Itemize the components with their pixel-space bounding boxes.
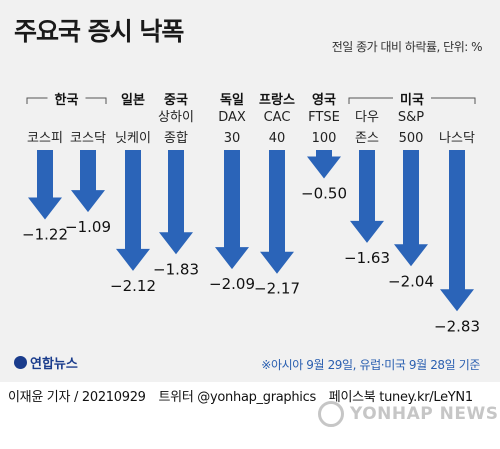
category-label: DAX	[218, 110, 246, 125]
unit-subtitle: 전일 종가 대비 하락률, 단위: %	[331, 40, 483, 54]
bar-arrow	[260, 150, 294, 274]
bar-arrow	[28, 150, 62, 220]
category-label: 닛케이	[115, 131, 151, 146]
facebook-link: 페이스북 tuney.kr/LeYN1	[328, 390, 473, 405]
yonhap-watermark: YONHAP NEWS	[318, 401, 498, 427]
yonhap-logo-text: 연합뉴스	[30, 357, 78, 372]
value-label: −1.09	[65, 218, 111, 236]
category-label: 다우	[355, 110, 379, 125]
group-label: 독일	[220, 93, 244, 108]
bar-arrow	[394, 150, 428, 267]
category-label: 존스	[355, 131, 379, 146]
value-label: −2.04	[388, 272, 434, 290]
value-label: −2.17	[254, 280, 300, 298]
group-bracket-right	[85, 97, 107, 104]
group-bracket-left	[26, 97, 48, 104]
twitter-handle: 트위터 @yonhap_graphics	[158, 390, 317, 405]
category-label: 나스닥	[439, 131, 475, 146]
bar-arrow	[116, 150, 150, 271]
category-label: 상하이	[158, 110, 194, 125]
group-label: 중국	[164, 93, 188, 108]
date-note: ※아시아 9월 29일, 유럽·미국 9월 28일 기준	[261, 358, 480, 372]
category-label: S&P	[398, 110, 424, 125]
bar-arrow	[350, 150, 384, 243]
value-label: −1.83	[153, 260, 199, 278]
watermark-logo-icon	[318, 401, 344, 427]
group-label: 한국	[55, 92, 79, 108]
category-label: CAC	[264, 110, 291, 125]
group-bracket-left	[348, 97, 393, 104]
value-label: −2.12	[110, 277, 156, 295]
value-label: −1.22	[22, 226, 68, 244]
category-label: 코스피	[27, 131, 63, 146]
group-bracket-right	[431, 97, 476, 104]
group-label: 일본	[121, 93, 145, 108]
bar-arrow	[159, 150, 193, 255]
group-label: 미국	[400, 92, 424, 108]
yonhap-logo-icon	[14, 356, 27, 369]
bar-arrow	[307, 150, 341, 179]
value-label: −2.09	[209, 275, 255, 293]
category-label: 100	[312, 131, 337, 146]
category-label: 500	[399, 131, 424, 146]
value-label: −2.83	[434, 317, 480, 335]
category-label: 40	[269, 131, 286, 146]
page-title: 주요국 증시 낙폭	[14, 17, 184, 46]
value-label: −0.50	[301, 185, 347, 203]
category-label: 코스닥	[70, 131, 106, 146]
bar-arrow	[440, 150, 474, 312]
value-label: −1.63	[344, 249, 390, 267]
category-label: FTSE	[308, 110, 340, 125]
category-label: 30	[224, 131, 241, 146]
reporter-credit: 이재윤 기자 / 20210929	[8, 390, 146, 405]
bar-arrow	[215, 150, 249, 270]
bar-arrow	[71, 150, 105, 213]
credit-line: 이재윤 기자 / 20210929 트위터 @yonhap_graphics 페…	[8, 386, 482, 405]
yonhap-logo: 연합뉴스	[14, 353, 78, 372]
group-label: 프랑스	[259, 93, 295, 108]
watermark-text: YONHAP NEWS	[350, 404, 499, 424]
category-label: 종합	[164, 131, 188, 146]
group-label: 영국	[312, 93, 336, 108]
